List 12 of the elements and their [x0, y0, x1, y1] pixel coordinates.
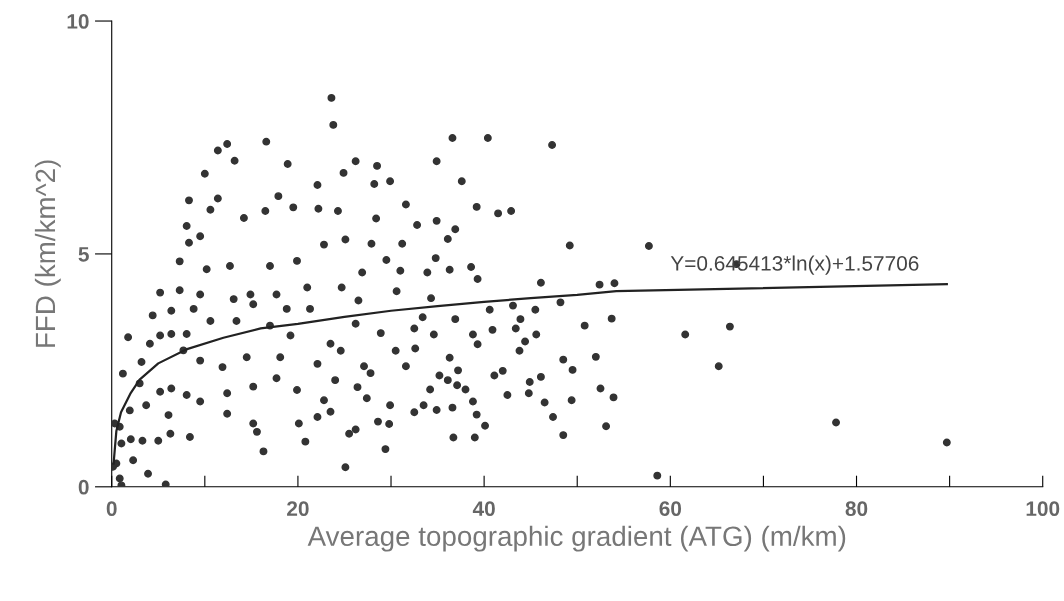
y-axis-title: FFD (km/km^2) — [34, 160, 61, 347]
x-tick-label: 0 — [106, 501, 117, 516]
x-tick-label: 100 — [1026, 501, 1060, 516]
annotation: Y=0.645413*ln(x)+1.57706 — [670, 255, 919, 275]
y-tick-label: 0 — [78, 479, 89, 495]
x-tick-label: 20 — [287, 501, 309, 516]
x-tick-label: 80 — [845, 501, 868, 516]
y-tick-label: 10 — [67, 14, 89, 29]
x-tick-label: 60 — [659, 501, 682, 516]
x-axis-title: Average topographic gradient (ATG) (m/km) — [307, 525, 846, 552]
y-tick-label: 5 — [78, 247, 89, 262]
x-tick-label: 40 — [472, 501, 495, 516]
